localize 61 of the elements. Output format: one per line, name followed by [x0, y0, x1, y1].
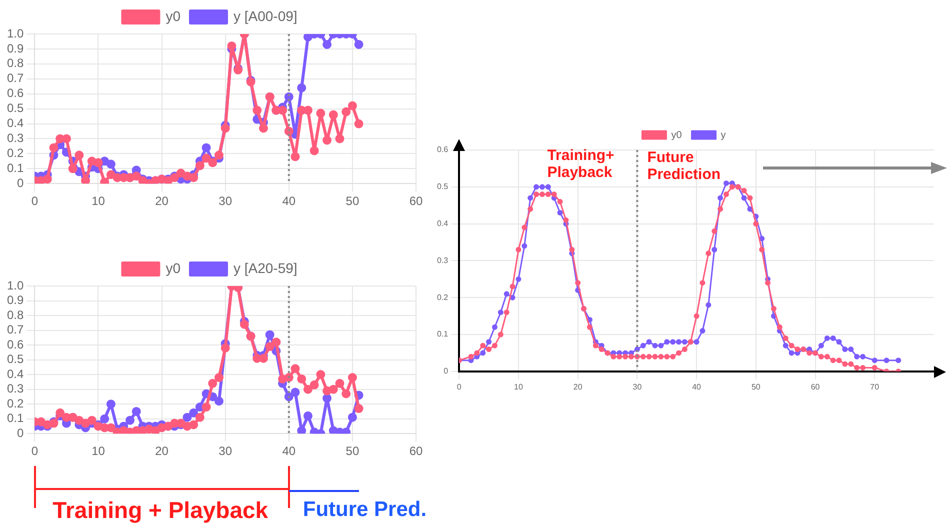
x-tick-label: 50 [346, 444, 360, 458]
x-tick-label: 10 [92, 444, 106, 458]
x-tick-label: 60 [409, 444, 423, 458]
annotation: Future Prediction [647, 149, 721, 183]
y-tick-label: 0 [444, 366, 449, 376]
y-tick-label: 0.6 [436, 145, 449, 154]
y-tick-label: 0.5 [6, 101, 24, 116]
x-tick-label: 20 [155, 194, 169, 208]
legend-label: y [A00-09] [233, 8, 298, 24]
y-tick-label: 0.3 [6, 131, 24, 146]
x-tick-label: 50 [346, 194, 360, 208]
legend-label: y0 [671, 130, 682, 141]
x-tick-label: 70 [870, 382, 880, 392]
y-tick-label: 0 [16, 176, 24, 190]
annotation: Training+ Playback [547, 147, 614, 181]
y-tick-label: 0.1 [6, 160, 24, 175]
x-tick-label: 0 [456, 382, 462, 392]
y-tick-label: 0.8 [6, 308, 24, 322]
y-tick-label: 0.6 [6, 86, 24, 100]
x-tick-label: 60 [810, 382, 820, 392]
x-tick-label: 50 [751, 382, 761, 392]
y-tick-label: 0.7 [6, 322, 24, 337]
legend-label: y0 [166, 8, 181, 24]
x-tick-label: 30 [218, 194, 232, 208]
y-tick-label: 0.9 [6, 41, 24, 56]
x-tick-label: 60 [409, 194, 423, 208]
x-tick-label: 40 [692, 382, 702, 392]
y-tick-label: 0.7 [6, 71, 24, 86]
y-tick-label: 0.9 [6, 293, 24, 308]
y-tick-label: 0.3 [6, 382, 24, 396]
x-tick-label: 20 [155, 444, 169, 458]
y-tick-label: 0.5 [6, 352, 24, 366]
legend-label: y [A20-59] [233, 260, 298, 276]
x-tick-label: 30 [632, 382, 642, 392]
y-tick-label: 0.4 [6, 116, 24, 130]
y-tick-label: 0 [16, 426, 24, 440]
y-tick-label: 0.1 [436, 330, 449, 339]
x-tick-label: 0 [31, 444, 38, 458]
y-tick-label: 1.0 [6, 278, 24, 292]
y-tick-label: 0.8 [6, 56, 24, 70]
x-tick-label: 20 [573, 382, 583, 392]
y-tick-label: 0.4 [6, 366, 24, 381]
x-tick-label: 10 [92, 194, 106, 208]
y-tick-label: 0.2 [6, 146, 24, 160]
y-tick-label: 0.5 [436, 182, 449, 192]
y-tick-label: 0.6 [6, 337, 24, 352]
legend-label: y [720, 130, 726, 141]
y-tick-label: 0.3 [436, 256, 449, 265]
legend-label: y0 [166, 260, 181, 276]
y-tick-label: 0.2 [6, 396, 24, 410]
y-tick-label: 0.4 [436, 219, 449, 228]
text: Training + Playback [52, 497, 268, 524]
x-tick-label: 30 [218, 444, 232, 458]
x-tick-label: 40 [282, 444, 296, 458]
x-tick-label: 10 [514, 382, 524, 392]
y-tick-label: 0.1 [6, 411, 24, 426]
text: Future Pred. [302, 498, 427, 522]
x-tick-label: 0 [31, 194, 38, 208]
y-tick-label: 1.0 [6, 26, 24, 40]
y-tick-label: 0.2 [436, 292, 449, 302]
x-tick-label: 40 [282, 194, 296, 208]
